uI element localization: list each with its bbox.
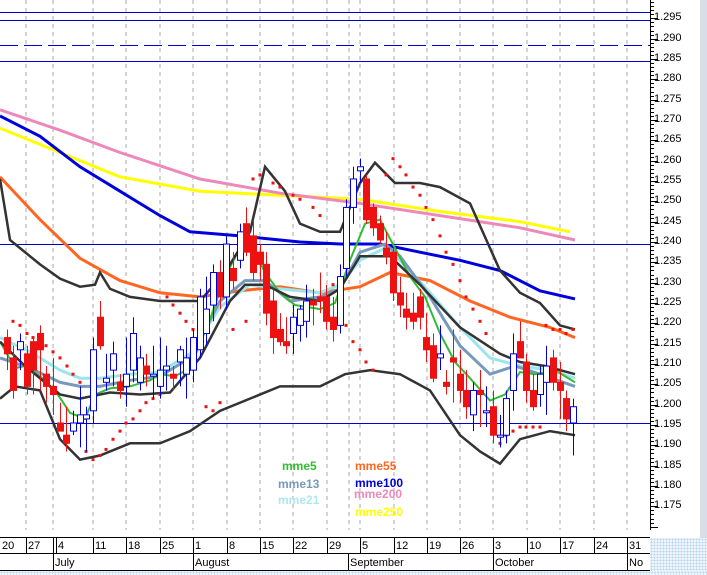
x-week-label: 5 xyxy=(362,540,369,552)
y-tick-label: 1.250 xyxy=(654,194,682,207)
y-tick-label: 1.290 xyxy=(654,31,682,44)
legend-mme13: mme13 xyxy=(278,477,320,491)
y-tick-label: 1.285 xyxy=(654,51,682,64)
x-week-label: 27 xyxy=(28,540,41,552)
right-panel-edge xyxy=(700,0,707,575)
legend-mme21: mme21 xyxy=(278,493,320,507)
y-tick-label: 1.265 xyxy=(654,133,682,146)
legend-mme250: mme250 xyxy=(355,505,404,519)
legend-mme55: mme55 xyxy=(355,459,397,473)
candlesticks xyxy=(4,158,577,456)
y-tick-label: 1.270 xyxy=(654,112,682,125)
x-week-label: 20 xyxy=(2,540,15,552)
y-tick-label: 1.255 xyxy=(654,173,682,186)
x-week-label: 3 xyxy=(495,540,502,552)
y-tick-label: 1.210 xyxy=(654,357,682,369)
x-week-label: 31 xyxy=(629,540,642,552)
x-week-label: 15 xyxy=(262,540,275,552)
moving-average-lines xyxy=(0,108,576,339)
x-week-label: 4 xyxy=(58,540,65,552)
y-tick-label: 1.180 xyxy=(654,479,682,492)
legend-mme200: mme200 xyxy=(354,487,403,501)
legend-mme5: mme5 xyxy=(282,459,317,473)
y-tick-label: 1.280 xyxy=(654,72,682,85)
x-week-label: 19 xyxy=(429,540,442,552)
vertical-gridlines xyxy=(25,0,628,530)
x-month-label: September xyxy=(350,557,404,569)
y-tick-label: 1.260 xyxy=(654,153,682,166)
y-tick-label: 1.175 xyxy=(654,499,682,512)
x-week-label: 17 xyxy=(562,540,575,552)
bottom-strip xyxy=(0,571,707,575)
x-week-label: 29 xyxy=(329,540,342,552)
x-week-label: 18 xyxy=(128,540,141,552)
y-tick-label: 1.195 xyxy=(654,418,682,430)
y-tick-label: 1.200 xyxy=(654,397,682,410)
y-tick-label: 1.185 xyxy=(654,458,682,471)
x-week-label: 11 xyxy=(95,540,107,552)
y-tick-label: 1.220 xyxy=(654,316,682,329)
y-tick-label: 1.245 xyxy=(654,214,682,227)
y-tick-label: 1.295 xyxy=(654,11,682,24)
y-tick-label: 1.225 xyxy=(654,296,682,308)
corner-panel xyxy=(650,538,707,575)
y-tick-label: 1.230 xyxy=(654,275,682,288)
x-week-label: 24 xyxy=(596,540,609,552)
x-week-label: 25 xyxy=(162,540,175,552)
y-tick-label: 1.190 xyxy=(654,438,682,451)
y-tick-label: 1.240 xyxy=(654,235,682,247)
x-week-label: 10 xyxy=(529,540,542,552)
x-month-label: No xyxy=(629,557,644,569)
x-month-label: August xyxy=(195,557,230,569)
y-tick-label: 1.275 xyxy=(654,92,682,105)
x-month-label: July xyxy=(55,557,75,569)
x-week-label: 1 xyxy=(195,540,202,552)
x-week-label: 12 xyxy=(396,540,409,552)
legend-mme100: mme100 xyxy=(355,476,404,490)
y-tick-label: 1.205 xyxy=(654,377,682,390)
x-week-label: 22 xyxy=(295,540,308,552)
x-week-label: 26 xyxy=(462,540,475,552)
x-week-label: 8 xyxy=(229,540,236,552)
y-tick-label: 1.235 xyxy=(654,255,682,268)
x-month-label: October xyxy=(495,557,535,569)
y-tick-label: 1.215 xyxy=(654,336,682,349)
